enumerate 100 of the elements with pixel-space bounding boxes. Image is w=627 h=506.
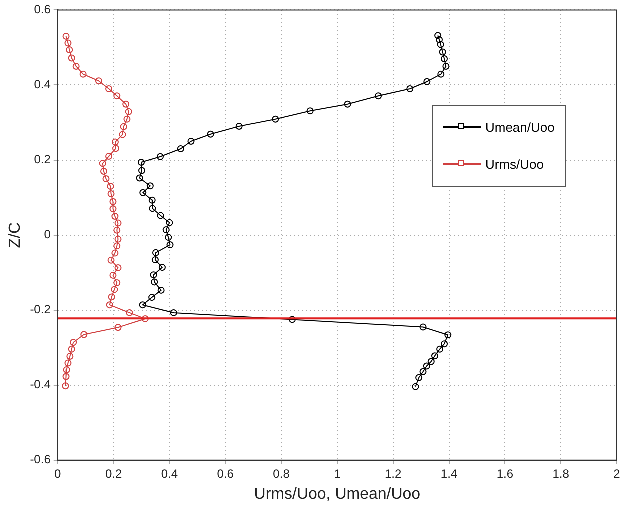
x-tick-label: 2 [614, 466, 621, 481]
point [114, 324, 122, 332]
point [138, 167, 146, 174]
point [432, 352, 439, 360]
point [420, 324, 427, 331]
point [406, 85, 414, 92]
point [112, 250, 119, 257]
point [112, 145, 120, 152]
point [344, 100, 352, 108]
x-tick-label: 0.2 [105, 466, 122, 481]
legend-label: Umean/Uoo [485, 120, 555, 135]
point [110, 206, 117, 213]
point [150, 272, 158, 279]
point [166, 219, 174, 226]
point [158, 264, 166, 272]
y-tick-label: 0 [44, 228, 52, 242]
point [412, 383, 420, 390]
point [126, 309, 134, 316]
point [152, 256, 159, 264]
point [62, 373, 70, 380]
point [66, 46, 74, 54]
x-tick-label: 0.4 [161, 466, 178, 481]
point [272, 116, 280, 123]
point [139, 302, 146, 309]
point [100, 168, 108, 176]
point [70, 339, 78, 346]
point [441, 55, 448, 62]
point [119, 131, 126, 138]
point [68, 346, 76, 353]
point [162, 226, 170, 234]
point [288, 316, 296, 324]
x-axis-title: Urms/Uoo, Umean/Uoo [254, 486, 421, 503]
legend-label: Urms/Uoo [485, 156, 544, 172]
point [106, 153, 113, 160]
x-tick-label: 0.6 [217, 466, 234, 481]
point [108, 256, 115, 264]
point [136, 174, 144, 182]
point [95, 78, 102, 85]
point [416, 374, 423, 382]
x-tick-label: 1.2 [385, 466, 402, 481]
point [158, 286, 165, 294]
point [120, 123, 128, 130]
x-tick-label: 1 [334, 466, 342, 481]
point [434, 32, 442, 40]
point [166, 242, 174, 249]
point [110, 272, 117, 279]
point [122, 100, 130, 108]
point [437, 41, 444, 48]
point [436, 346, 444, 353]
y-tick-label: 0.6 [34, 2, 52, 17]
point [66, 352, 74, 360]
point [99, 160, 106, 168]
point [112, 213, 119, 220]
point [63, 366, 70, 374]
point [68, 54, 76, 62]
point [177, 146, 184, 153]
point [108, 294, 116, 301]
point [140, 189, 147, 196]
point [148, 196, 156, 204]
point [106, 85, 113, 92]
point [170, 309, 178, 316]
y-tick-label: -0.2 [30, 302, 52, 317]
point [72, 62, 80, 70]
point [165, 234, 172, 242]
point [439, 48, 446, 56]
point [64, 40, 72, 47]
point [114, 279, 121, 286]
point [110, 198, 117, 206]
point [62, 32, 70, 40]
point [420, 368, 427, 376]
point [112, 138, 119, 146]
point [107, 183, 114, 190]
point [64, 360, 72, 367]
point [108, 190, 115, 198]
point [80, 70, 87, 78]
point [157, 212, 164, 220]
y-tick-label: 0.4 [34, 78, 52, 92]
point [236, 123, 243, 130]
point [106, 302, 114, 309]
point [138, 159, 145, 166]
point [306, 108, 314, 115]
point [146, 182, 154, 190]
point [125, 108, 132, 116]
point [114, 226, 121, 234]
point [114, 242, 121, 250]
point [188, 138, 195, 146]
point [424, 78, 431, 86]
x-tick-label: 0 [54, 466, 62, 481]
x-tick-label: 1.4 [440, 466, 458, 481]
point [207, 130, 214, 138]
point [114, 264, 122, 272]
point [428, 358, 435, 366]
point [423, 362, 430, 370]
point [151, 278, 158, 286]
y-tick-label: -0.4 [30, 378, 52, 392]
point [444, 332, 452, 339]
point [111, 286, 118, 294]
x-tick-label: 1.6 [496, 466, 514, 481]
point [62, 382, 70, 390]
point [152, 249, 160, 256]
